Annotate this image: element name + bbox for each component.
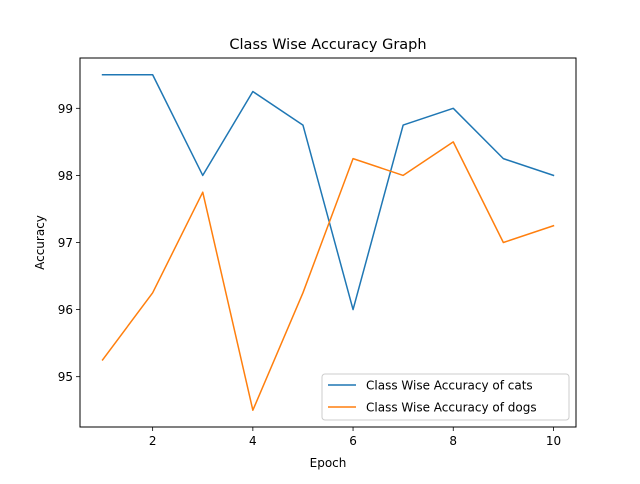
y-tick-label: 95 bbox=[58, 370, 73, 384]
y-axis: 95 96 97 98 99 bbox=[58, 102, 80, 384]
y-tick-label: 96 bbox=[58, 303, 73, 317]
y-tick-label: 99 bbox=[58, 102, 73, 116]
x-axis: 2 4 6 8 10 bbox=[149, 427, 561, 448]
legend-label-dogs: Class Wise Accuracy of dogs bbox=[366, 401, 537, 415]
x-axis-label: Epoch bbox=[310, 456, 347, 470]
legend: Class Wise Accuracy of cats Class Wise A… bbox=[321, 373, 570, 421]
y-tick-label: 97 bbox=[58, 236, 73, 250]
legend-box bbox=[321, 373, 570, 421]
x-tick-label: 8 bbox=[449, 434, 457, 448]
series-line-cats bbox=[101, 74, 555, 311]
series-line-dogs bbox=[101, 141, 555, 411]
series-layer bbox=[101, 74, 555, 411]
y-axis-label: Accuracy bbox=[33, 215, 47, 270]
legend-label-cats: Class Wise Accuracy of cats bbox=[366, 379, 533, 393]
y-tick-label: 98 bbox=[58, 169, 73, 183]
x-tick-label: 10 bbox=[546, 434, 561, 448]
x-tick-label: 4 bbox=[249, 434, 257, 448]
x-tick-label: 2 bbox=[149, 434, 157, 448]
x-tick-label: 6 bbox=[349, 434, 357, 448]
chart-title: Class Wise Accuracy Graph bbox=[229, 37, 426, 53]
